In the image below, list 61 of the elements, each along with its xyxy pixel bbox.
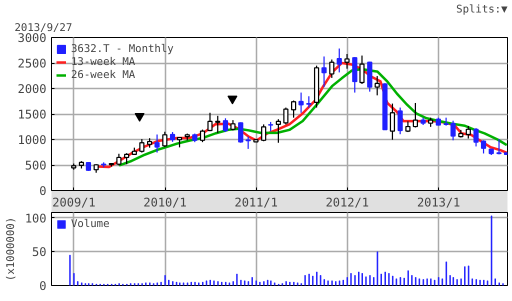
chart-subtitle: 2013/9/27 xyxy=(14,21,72,34)
y-tick-label: 2500 xyxy=(18,56,47,70)
candlestick xyxy=(336,48,342,73)
candlestick xyxy=(116,153,122,166)
candlestick xyxy=(398,106,403,135)
candlestick xyxy=(428,117,434,128)
x-tick-label: 2010/1 xyxy=(143,196,187,210)
candlestick xyxy=(170,131,176,142)
candlestick xyxy=(306,96,312,108)
x-tick-label: 2013/1 xyxy=(416,196,460,210)
candlestick xyxy=(222,118,228,133)
y-tick-label: 500 xyxy=(24,158,47,172)
candlestick xyxy=(176,136,182,148)
y-tick-label: 1500 xyxy=(18,108,47,122)
legend-label: 26-week MA xyxy=(71,68,136,81)
candlestick xyxy=(238,122,244,144)
candlestick xyxy=(291,100,296,118)
candlestick xyxy=(215,115,220,134)
candlestick xyxy=(139,138,144,154)
candlestick xyxy=(124,152,130,165)
y-tick-label: 2000 xyxy=(18,82,47,96)
candlestick xyxy=(261,124,266,142)
y-tick-label: 0 xyxy=(39,184,47,198)
candlestick xyxy=(276,118,281,144)
y-tick-label: 100 xyxy=(24,211,47,226)
candlestick xyxy=(207,112,213,132)
candlestick xyxy=(352,56,358,94)
legend-label: Volume xyxy=(71,217,110,230)
candlestick xyxy=(374,75,380,96)
y-tick-label: 50 xyxy=(32,245,47,260)
candlestick xyxy=(390,102,396,140)
candlestick xyxy=(298,92,304,114)
candlestick xyxy=(473,127,479,148)
candlestick xyxy=(146,138,152,148)
candlestick xyxy=(405,120,411,133)
y-tick-label: 3000 xyxy=(18,31,47,45)
candlestick xyxy=(480,140,486,154)
candlestick xyxy=(466,125,471,140)
candlestick xyxy=(200,129,206,143)
candlestick xyxy=(344,53,350,70)
candlestick xyxy=(321,56,327,88)
x-tick-label: 2012/1 xyxy=(326,196,369,210)
candlestick xyxy=(162,131,168,148)
candlestick xyxy=(496,138,502,155)
candlestick xyxy=(359,54,365,85)
y-axis-title: (x1000000) xyxy=(4,216,17,282)
x-tick-label: 2011/1 xyxy=(234,196,278,210)
y-tick-label: 1000 xyxy=(18,133,47,147)
candlestick xyxy=(268,121,274,132)
text: Splits:▼ xyxy=(456,2,508,16)
candlestick xyxy=(412,102,418,128)
y-tick-label: 0 xyxy=(39,279,47,293)
candlestick xyxy=(154,134,160,154)
candlestick xyxy=(246,136,251,150)
legend-label: 3632.T - Monthly xyxy=(71,42,174,55)
x-tick-label: 2009/1 xyxy=(52,196,96,210)
candlestick xyxy=(230,120,236,132)
legend-label: 13-week MA xyxy=(71,55,136,68)
candlestick xyxy=(450,120,456,141)
candlestick xyxy=(329,58,334,78)
candlestick xyxy=(283,106,288,126)
